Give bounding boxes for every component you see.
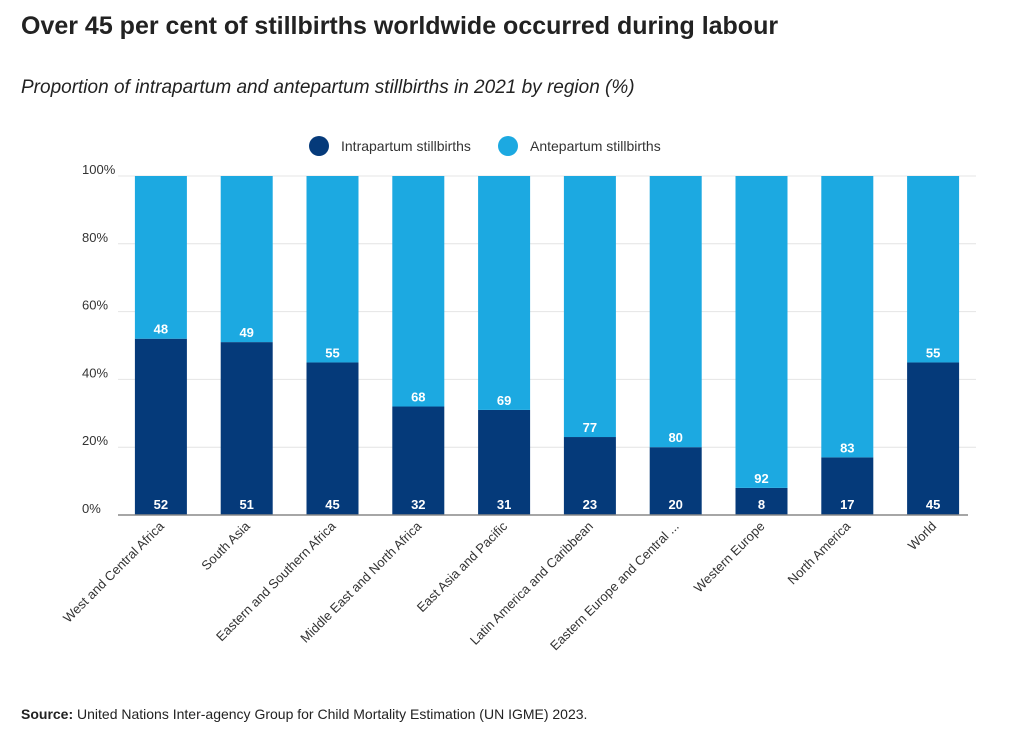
bar-antepartum: [392, 176, 445, 407]
bar-intrapartum: [649, 447, 702, 515]
bar-intrapartum: [478, 409, 531, 515]
y-tick-label: 80%: [82, 230, 108, 245]
data-label: 55: [325, 345, 339, 360]
bar-intrapartum: [735, 487, 788, 515]
data-label: 20: [668, 497, 682, 512]
bar-antepartum: [907, 176, 960, 363]
x-category-label: Western Europe: [691, 519, 768, 596]
source-note: Source: United Nations Inter-agency Grou…: [21, 706, 587, 722]
x-category-label: South Asia: [198, 518, 253, 573]
bar-antepartum: [649, 176, 702, 448]
bar-antepartum: [306, 176, 359, 363]
x-category-label: North America: [785, 518, 854, 587]
bar-antepartum: [821, 176, 874, 458]
data-label: 45: [926, 497, 940, 512]
chart-title: Over 45 per cent of stillbirths worldwid…: [21, 12, 779, 40]
data-label: 23: [583, 497, 597, 512]
data-label: 17: [840, 497, 854, 512]
x-category-label: World: [905, 519, 939, 553]
x-category-label: West and Central Africa: [60, 518, 168, 626]
data-label: 77: [583, 420, 597, 435]
y-tick-label: 40%: [82, 365, 108, 380]
data-label: 49: [239, 325, 253, 340]
bar-antepartum: [563, 176, 616, 438]
legend-label: Antepartum stillbirths: [530, 138, 661, 154]
legend-swatch: [309, 136, 329, 156]
y-tick-label: 0%: [82, 501, 101, 516]
data-label: 52: [154, 497, 168, 512]
data-label: 51: [239, 497, 253, 512]
data-label: 80: [668, 430, 682, 445]
bar-intrapartum: [563, 437, 616, 515]
y-tick-label: 20%: [82, 433, 108, 448]
bar-antepartum: [735, 176, 788, 488]
stacked-bar-chart: 0% 20% 40% 60% 80% 100% 52 48 West and Central A…: [60, 136, 976, 653]
bar-intrapartum: [907, 362, 960, 515]
bar-intrapartum: [306, 362, 359, 515]
y-tick-label: 60%: [82, 298, 108, 313]
bar-intrapartum: [220, 342, 273, 515]
chart-subtitle: Proportion of intrapartum and antepartum…: [21, 77, 635, 98]
bar-intrapartum: [134, 338, 187, 515]
source-label: Source:: [21, 706, 74, 722]
legend-label: Intrapartum stillbirths: [341, 138, 471, 154]
data-label: 32: [411, 497, 425, 512]
source-text: United Nations Inter-agency Group for Ch…: [73, 706, 588, 722]
data-label: 31: [497, 497, 511, 512]
bar-antepartum: [134, 176, 187, 339]
y-tick-label: 100%: [82, 162, 116, 177]
bar-antepartum: [478, 176, 531, 410]
bar-intrapartum: [821, 457, 874, 515]
data-label: 45: [325, 497, 339, 512]
data-label: 8: [758, 497, 765, 512]
bar-antepartum: [220, 176, 273, 343]
bar-intrapartum: [392, 406, 445, 515]
data-label: 69: [497, 393, 511, 408]
legend-swatch: [498, 136, 518, 156]
data-label: 68: [411, 390, 425, 405]
data-label: 83: [840, 440, 854, 455]
data-label: 92: [754, 471, 768, 486]
data-label: 55: [926, 345, 940, 360]
x-category-label: East Asia and Pacific: [414, 518, 511, 615]
data-label: 48: [154, 322, 168, 337]
